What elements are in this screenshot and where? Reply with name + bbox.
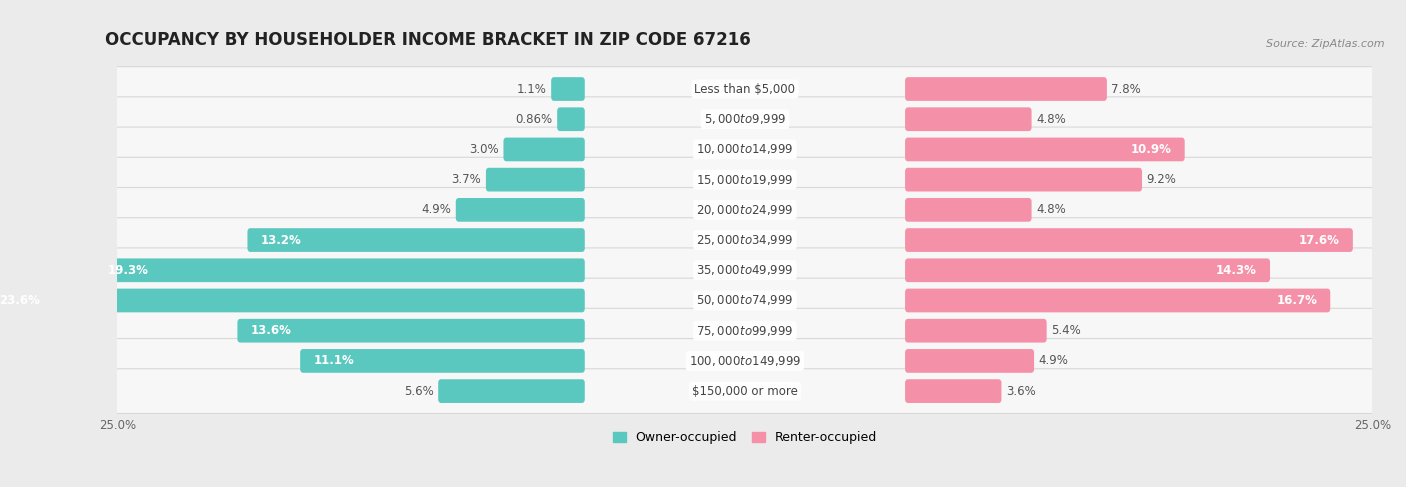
Text: 1.1%: 1.1% (517, 82, 547, 95)
FancyBboxPatch shape (557, 107, 585, 131)
FancyBboxPatch shape (905, 168, 1142, 191)
Text: $50,000 to $74,999: $50,000 to $74,999 (696, 294, 793, 307)
FancyBboxPatch shape (111, 248, 1379, 293)
Text: 3.7%: 3.7% (451, 173, 481, 186)
FancyBboxPatch shape (456, 198, 585, 222)
FancyBboxPatch shape (503, 137, 585, 161)
Text: OCCUPANCY BY HOUSEHOLDER INCOME BRACKET IN ZIP CODE 67216: OCCUPANCY BY HOUSEHOLDER INCOME BRACKET … (105, 31, 751, 49)
FancyBboxPatch shape (905, 319, 1046, 342)
FancyBboxPatch shape (111, 338, 1379, 383)
Text: 9.2%: 9.2% (1146, 173, 1177, 186)
Text: 19.3%: 19.3% (107, 264, 148, 277)
Text: $10,000 to $14,999: $10,000 to $14,999 (696, 142, 793, 156)
Text: 10.9%: 10.9% (1130, 143, 1171, 156)
Text: 17.6%: 17.6% (1299, 234, 1340, 246)
FancyBboxPatch shape (905, 259, 1270, 282)
FancyBboxPatch shape (905, 107, 1032, 131)
Text: $15,000 to $19,999: $15,000 to $19,999 (696, 173, 793, 187)
Text: 4.9%: 4.9% (422, 204, 451, 216)
FancyBboxPatch shape (905, 379, 1001, 403)
Text: 3.0%: 3.0% (470, 143, 499, 156)
FancyBboxPatch shape (111, 369, 1379, 413)
FancyBboxPatch shape (111, 278, 1379, 323)
Text: 13.2%: 13.2% (260, 234, 301, 246)
Text: $35,000 to $49,999: $35,000 to $49,999 (696, 263, 793, 277)
FancyBboxPatch shape (111, 187, 1379, 232)
FancyBboxPatch shape (905, 137, 1185, 161)
Text: Less than $5,000: Less than $5,000 (695, 82, 796, 95)
FancyBboxPatch shape (0, 289, 585, 312)
Text: 7.8%: 7.8% (1111, 82, 1142, 95)
FancyBboxPatch shape (111, 67, 1379, 112)
Text: 5.4%: 5.4% (1052, 324, 1081, 337)
Text: 5.6%: 5.6% (404, 385, 433, 397)
FancyBboxPatch shape (94, 259, 585, 282)
FancyBboxPatch shape (905, 198, 1032, 222)
FancyBboxPatch shape (486, 168, 585, 191)
Text: $75,000 to $99,999: $75,000 to $99,999 (696, 324, 793, 337)
Text: $150,000 or more: $150,000 or more (692, 385, 797, 397)
Text: 4.8%: 4.8% (1036, 204, 1066, 216)
Text: $100,000 to $149,999: $100,000 to $149,999 (689, 354, 801, 368)
Text: 4.9%: 4.9% (1039, 355, 1069, 367)
FancyBboxPatch shape (111, 157, 1379, 202)
Text: $20,000 to $24,999: $20,000 to $24,999 (696, 203, 793, 217)
Text: 11.1%: 11.1% (314, 355, 354, 367)
FancyBboxPatch shape (111, 218, 1379, 262)
Text: $25,000 to $34,999: $25,000 to $34,999 (696, 233, 793, 247)
FancyBboxPatch shape (299, 349, 585, 373)
Legend: Owner-occupied, Renter-occupied: Owner-occupied, Renter-occupied (607, 426, 882, 449)
FancyBboxPatch shape (905, 289, 1330, 312)
Text: 13.6%: 13.6% (250, 324, 291, 337)
FancyBboxPatch shape (905, 77, 1107, 101)
FancyBboxPatch shape (905, 349, 1033, 373)
Text: 4.8%: 4.8% (1036, 112, 1066, 126)
Text: 3.6%: 3.6% (1005, 385, 1036, 397)
Text: 14.3%: 14.3% (1216, 264, 1257, 277)
Text: $5,000 to $9,999: $5,000 to $9,999 (703, 112, 786, 126)
Text: 0.86%: 0.86% (516, 112, 553, 126)
Text: Source: ZipAtlas.com: Source: ZipAtlas.com (1267, 39, 1385, 49)
FancyBboxPatch shape (111, 97, 1379, 142)
FancyBboxPatch shape (238, 319, 585, 342)
FancyBboxPatch shape (439, 379, 585, 403)
FancyBboxPatch shape (111, 308, 1379, 353)
FancyBboxPatch shape (551, 77, 585, 101)
FancyBboxPatch shape (111, 127, 1379, 172)
FancyBboxPatch shape (247, 228, 585, 252)
FancyBboxPatch shape (905, 228, 1353, 252)
Text: 23.6%: 23.6% (0, 294, 41, 307)
Text: 16.7%: 16.7% (1277, 294, 1317, 307)
